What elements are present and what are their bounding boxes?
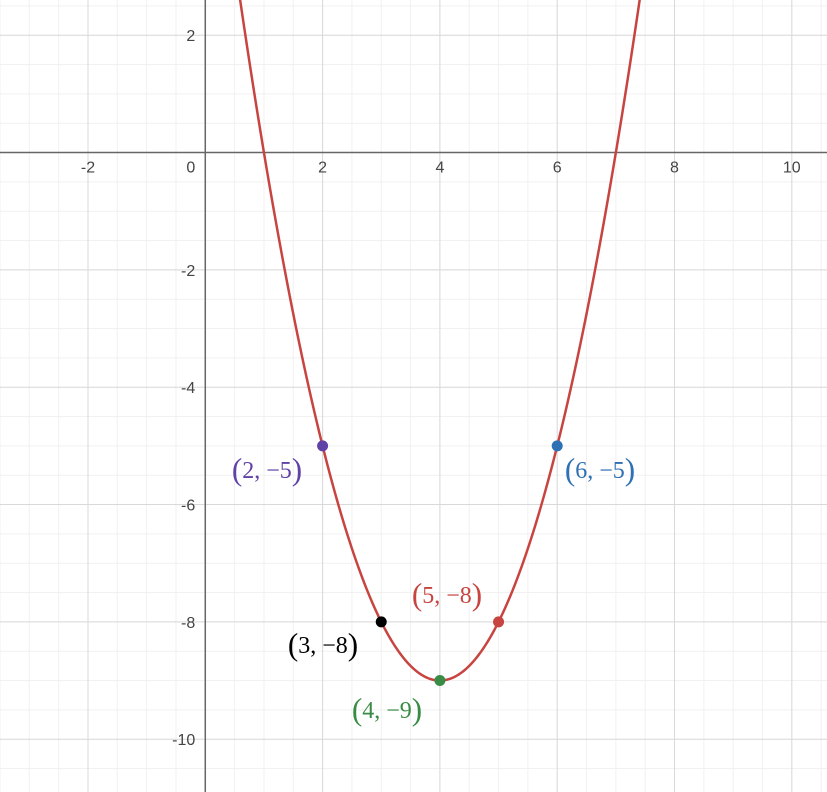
point-label: (6, −5) bbox=[565, 452, 635, 487]
y-tick-label: -10 bbox=[172, 732, 195, 749]
point-label: (3, −8) bbox=[288, 627, 358, 662]
y-tick-label: -8 bbox=[181, 615, 195, 632]
data-point bbox=[493, 616, 504, 627]
y-tick-label: -2 bbox=[181, 263, 195, 280]
origin-label: 0 bbox=[186, 160, 195, 177]
data-point bbox=[376, 616, 387, 627]
y-tick-label: -4 bbox=[181, 380, 195, 397]
data-point bbox=[317, 440, 328, 451]
data-point bbox=[552, 440, 563, 451]
point-label: (2, −5) bbox=[232, 452, 302, 487]
point-label: (5, −8) bbox=[412, 577, 482, 612]
parabola-chart: -2 2 4 6 8 10 2 -2 -4 -6 -8 -10 0 (2, −5) (3, −8) (4, −… bbox=[0, 0, 827, 792]
data-point bbox=[434, 675, 445, 686]
x-tick-label: -2 bbox=[81, 160, 95, 177]
y-tick-label: -6 bbox=[181, 498, 195, 515]
x-tick-label: 4 bbox=[435, 160, 444, 177]
x-tick-label: 10 bbox=[783, 160, 801, 177]
x-tick-label: 2 bbox=[318, 160, 327, 177]
point-label: (4, −9) bbox=[352, 692, 422, 727]
x-tick-label: 8 bbox=[670, 160, 679, 177]
x-tick-label: 6 bbox=[553, 160, 562, 177]
y-tick-label: 2 bbox=[186, 28, 195, 45]
